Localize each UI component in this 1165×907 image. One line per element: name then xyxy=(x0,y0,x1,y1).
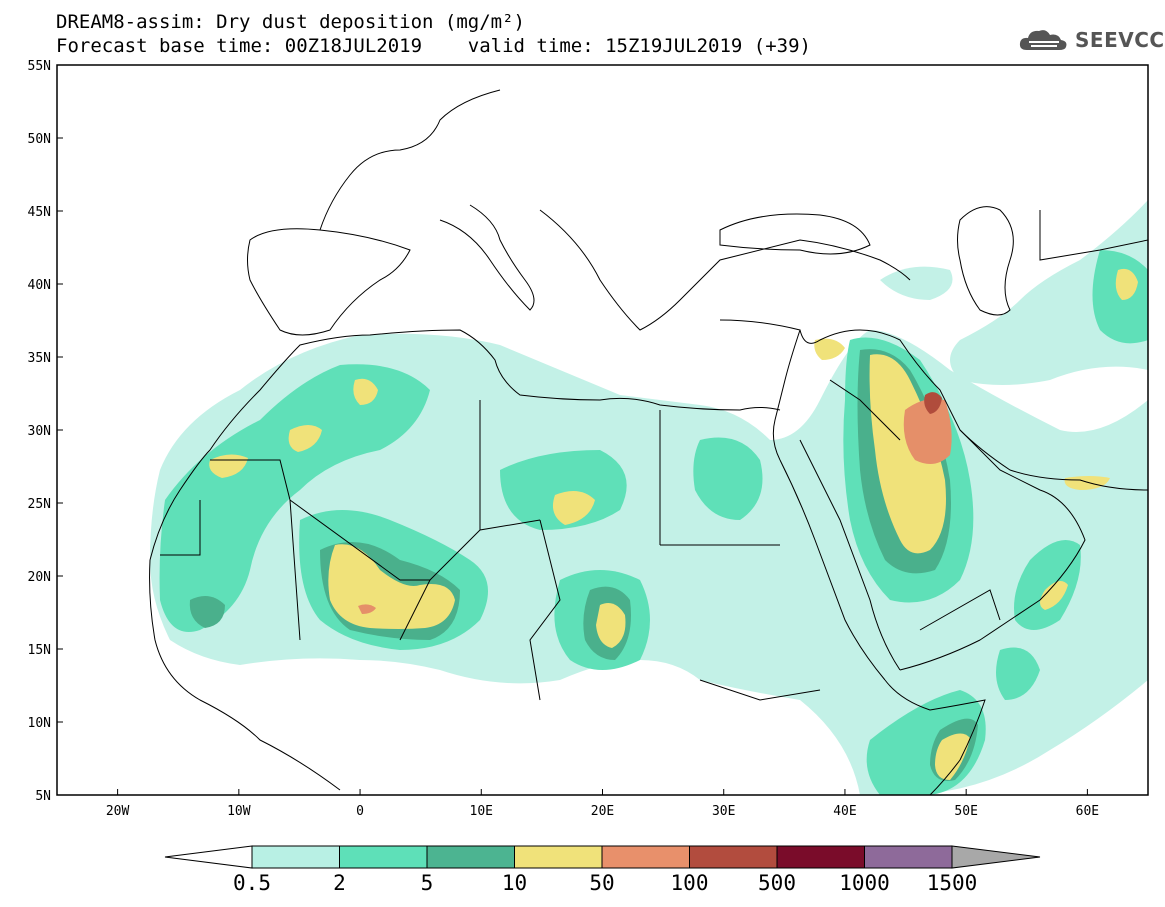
lat-tick-label: 10N xyxy=(28,716,51,731)
lon-tick-label: 20E xyxy=(591,804,614,819)
colorbar-swatch xyxy=(426,845,515,869)
lat-tick-label: 35N xyxy=(28,351,51,366)
lat-tick-label: 5N xyxy=(35,789,51,804)
colorbar-swatch xyxy=(689,845,778,869)
colorbar-swatch xyxy=(601,845,690,869)
deposition-band-50 xyxy=(358,398,952,614)
map-title: DREAM8-assim: Dry dust deposition (mg/m²… xyxy=(56,11,525,33)
colorbar-swatch xyxy=(339,845,428,869)
lon-tick-label: 10E xyxy=(470,804,493,819)
lon-tick-label: 50E xyxy=(954,804,977,819)
deposition-band-100 xyxy=(924,392,942,414)
cloud-logo-icon xyxy=(1019,30,1067,50)
colorbar-legend: 0.5 2 5 10 50 100 500 1000 1500 xyxy=(164,845,1041,895)
colorbar-swatch xyxy=(776,845,865,869)
seevccc-logo: SEEVCCC xyxy=(1017,26,1165,54)
lon-tick-label: 0 xyxy=(356,804,364,819)
longitude-axis: 20W 10W 0 10E 20E 30E 40E 50E 60E xyxy=(106,789,1099,819)
colorbar-label: 5 xyxy=(421,871,434,895)
colorbar-swatch xyxy=(251,845,340,869)
colorbar-swatch xyxy=(514,845,603,869)
colorbar-label: 100 xyxy=(671,871,709,895)
dust-fields xyxy=(150,200,1148,795)
lat-tick-label: 45N xyxy=(28,205,51,220)
colorbar-label: 500 xyxy=(758,871,796,895)
lat-tick-label: 20N xyxy=(28,570,51,585)
colorbar-over-triangle xyxy=(951,845,1041,869)
lon-tick-label: 20W xyxy=(106,804,130,819)
colorbar-label: 50 xyxy=(589,871,614,895)
colorbar-under-triangle xyxy=(164,845,253,869)
colorbar-label: 1500 xyxy=(927,871,978,895)
lon-tick-label: 30E xyxy=(712,804,735,819)
lat-tick-label: 40N xyxy=(28,278,51,293)
lat-tick-label: 50N xyxy=(28,132,51,147)
colorbar-label: 10 xyxy=(502,871,527,895)
lon-tick-label: 10W xyxy=(227,804,251,819)
coastlines-borders xyxy=(149,89,1148,795)
colorbar-label: 1000 xyxy=(839,871,890,895)
lon-tick-label: 60E xyxy=(1076,804,1099,819)
colorbar-swatch xyxy=(864,845,953,869)
colorbar-label: 2 xyxy=(333,871,346,895)
lat-tick-label: 25N xyxy=(28,497,51,512)
lat-tick-label: 55N xyxy=(28,59,51,74)
lat-tick-label: 15N xyxy=(28,643,51,658)
colorbar-label: 0.5 xyxy=(233,871,271,895)
lon-tick-label: 40E xyxy=(833,804,856,819)
forecast-time-subtitle: Forecast base time: 00Z18JUL2019 valid t… xyxy=(56,35,811,57)
lat-tick-label: 30N xyxy=(28,424,51,439)
logo-text: SEEVCCC xyxy=(1075,28,1165,52)
latitude-axis: 55N 50N 45N 40N 35N 30N 25N 20N 15N 10N 5N xyxy=(28,59,63,804)
